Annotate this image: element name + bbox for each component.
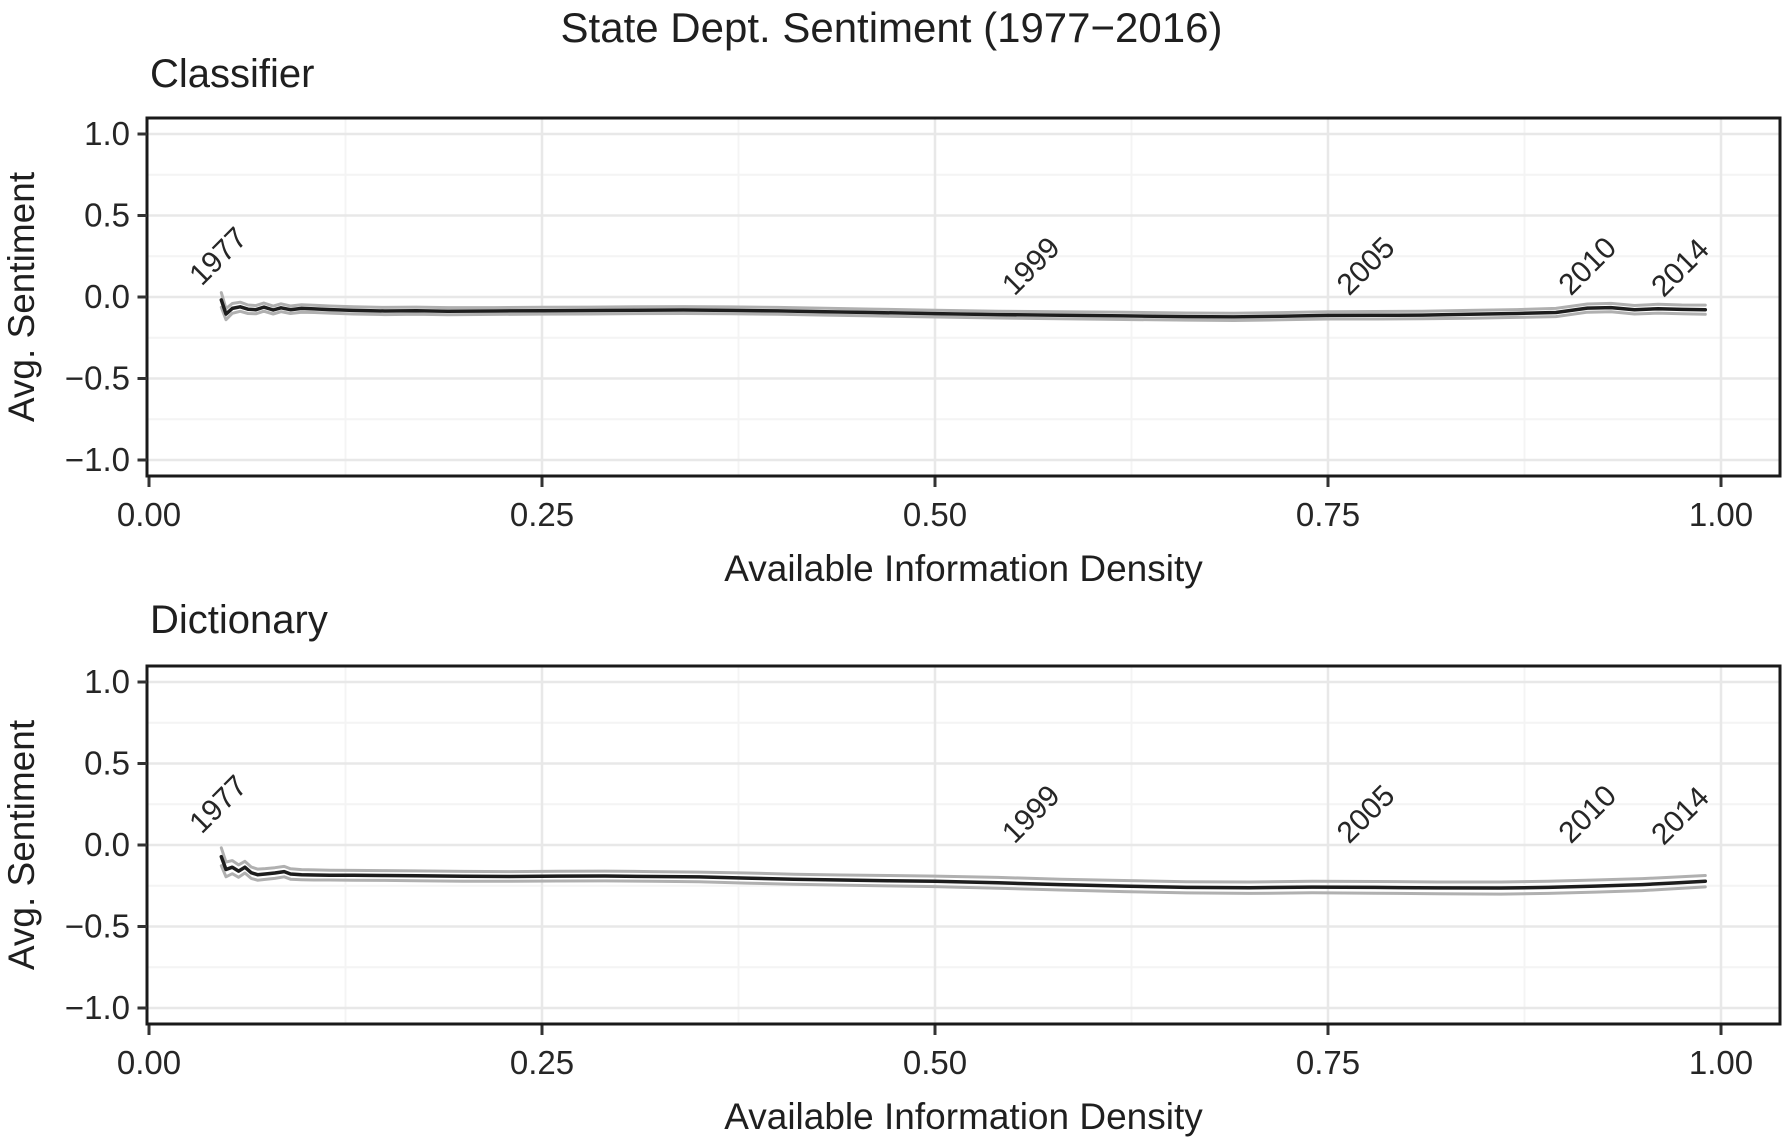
x-tick-label: 0.25 (510, 1044, 574, 1081)
x-tick-label: 0.50 (903, 496, 967, 533)
x-tick-label: 1.00 (1689, 1044, 1753, 1081)
panel-classifier: 0.00 0.25 0.50 0.75 1.001.00.50.0−0.5−1.0197… (65, 115, 1782, 533)
panel-title-classifier: Classifier (150, 52, 315, 96)
x-axis-title-dictionary: Available Information Density (724, 1096, 1203, 1137)
y-tick-label: 0.0 (84, 826, 130, 863)
confidence-band-upper (219, 291, 1707, 315)
x-tick-label: 0.00 (117, 1044, 181, 1081)
y-tick-label: 0.0 (84, 278, 130, 315)
figure-title: State Dept. Sentiment (1977−2016) (560, 4, 1223, 51)
x-tick-label: 0.25 (510, 496, 574, 533)
year-annotation: 2010 (1552, 231, 1623, 302)
confidence-band-lower (219, 305, 1707, 322)
sentiment-line (219, 298, 1708, 319)
y-tick-label: 0.5 (84, 197, 130, 234)
panel-dictionary: 0.00 0.25 0.50 0.75 1.001.00.50.0−0.5−1.0197… (65, 663, 1782, 1081)
x-tick-label: 0.75 (1296, 496, 1360, 533)
confidence-band-lower (219, 864, 1707, 896)
x-axis-title-classifier: Available Information Density (724, 548, 1203, 589)
sentiment-line (219, 854, 1708, 890)
year-annotation: 1999 (996, 779, 1067, 850)
year-annotation: 2010 (1552, 779, 1623, 850)
year-annotation: 2014 (1645, 781, 1716, 852)
year-annotation: 2005 (1331, 231, 1402, 302)
panel-title-dictionary: Dictionary (150, 598, 328, 642)
y-tick-label: 0.5 (84, 745, 130, 782)
year-annotation: 2005 (1331, 779, 1402, 850)
y-tick-label: 1.0 (84, 663, 130, 700)
x-tick-label: 0.00 (117, 496, 181, 533)
confidence-band-upper (219, 846, 1707, 884)
y-tick-label: −0.5 (65, 360, 130, 397)
y-tick-label: −1.0 (65, 989, 130, 1026)
y-tick-label: −1.0 (65, 441, 130, 478)
year-annotation: 1999 (996, 231, 1067, 302)
year-annotation: 2014 (1645, 233, 1716, 304)
y-tick-label: 1.0 (84, 115, 130, 152)
x-tick-label: 1.00 (1689, 496, 1753, 533)
y-tick-label: −0.5 (65, 908, 130, 945)
x-tick-label: 0.75 (1296, 1044, 1360, 1081)
x-tick-label: 0.50 (903, 1044, 967, 1081)
